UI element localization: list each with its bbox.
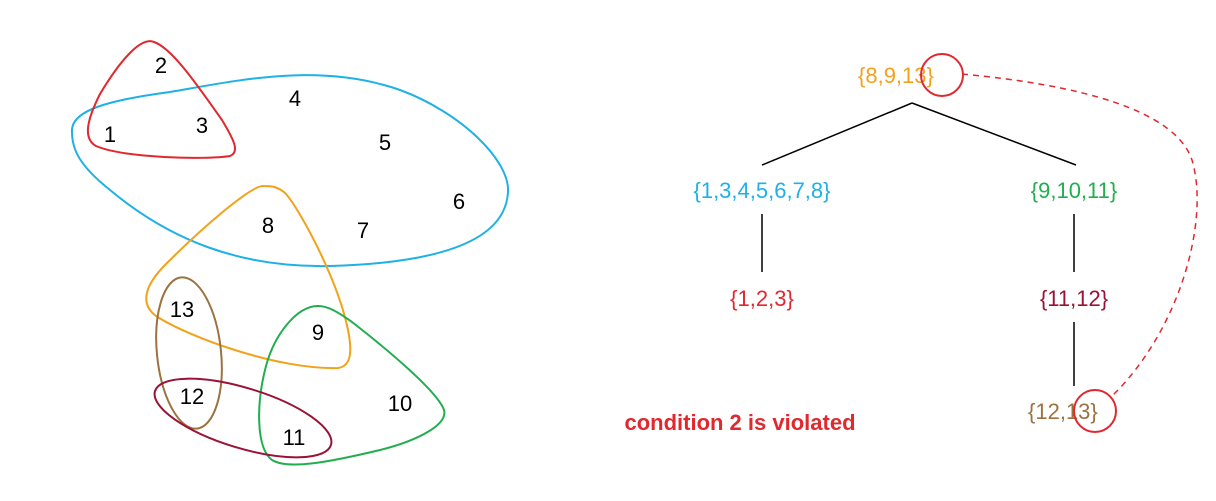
hyperedge-orange (145, 185, 352, 370)
tree-node-root-prefix: {8,9, (858, 63, 902, 88)
tree-node-left: {1,3,4,5,6,7,8} (693, 178, 830, 203)
vertex-7: 7 (357, 218, 369, 243)
vertex-1: 1 (104, 122, 116, 147)
vertex-2: 2 (155, 53, 167, 78)
hyperedge-brown (155, 276, 223, 430)
tree-node-leaf-suffix: } (1090, 399, 1097, 424)
tree-node-left-child: {1,2,3} (730, 286, 794, 311)
hyperedge-red (86, 40, 237, 159)
tree-decomposition: {8,9, 13} {1,3,4,5,6,7,8} {1,2,3} {9,10,1… (693, 53, 1198, 433)
tree-node-right: {9,10,11} (1031, 178, 1117, 203)
vertex-11: 11 (283, 425, 306, 450)
tree-node-right-leaf: {12,13} (1028, 399, 1098, 424)
vertex-10: 10 (388, 391, 412, 416)
hyperedge-blue (70, 74, 510, 268)
vertex-13: 13 (170, 297, 194, 322)
vertex-8: 8 (262, 213, 274, 238)
vertex-6: 6 (453, 189, 465, 214)
violation-dashed-link (961, 73, 1198, 397)
tree-edge-root-right (911, 102, 1077, 166)
hyperedge-maroon (153, 377, 333, 459)
tree-node-leaf-prefix: {12, (1028, 399, 1066, 424)
vertex-9: 9 (312, 320, 324, 345)
vertex-3: 3 (196, 113, 208, 138)
vertex-5: 5 (379, 130, 391, 155)
tree-edge-root-left (761, 102, 913, 166)
tree-node-right-child: {11,12} (1040, 286, 1108, 311)
vertex-12: 12 (180, 384, 204, 409)
tree-node-root-suffix: } (927, 63, 934, 88)
highlight-circle-root (920, 53, 964, 97)
hyperedge-green (258, 304, 446, 466)
highlight-circle-leaf (1073, 389, 1117, 433)
tree-node-leaf-highlight: 13 (1066, 399, 1090, 424)
hypergraph: 1 2 3 4 5 6 7 8 9 10 11 12 13 (70, 40, 510, 466)
violation-message: condition 2 is violated (624, 410, 855, 435)
vertex-4: 4 (289, 86, 301, 111)
